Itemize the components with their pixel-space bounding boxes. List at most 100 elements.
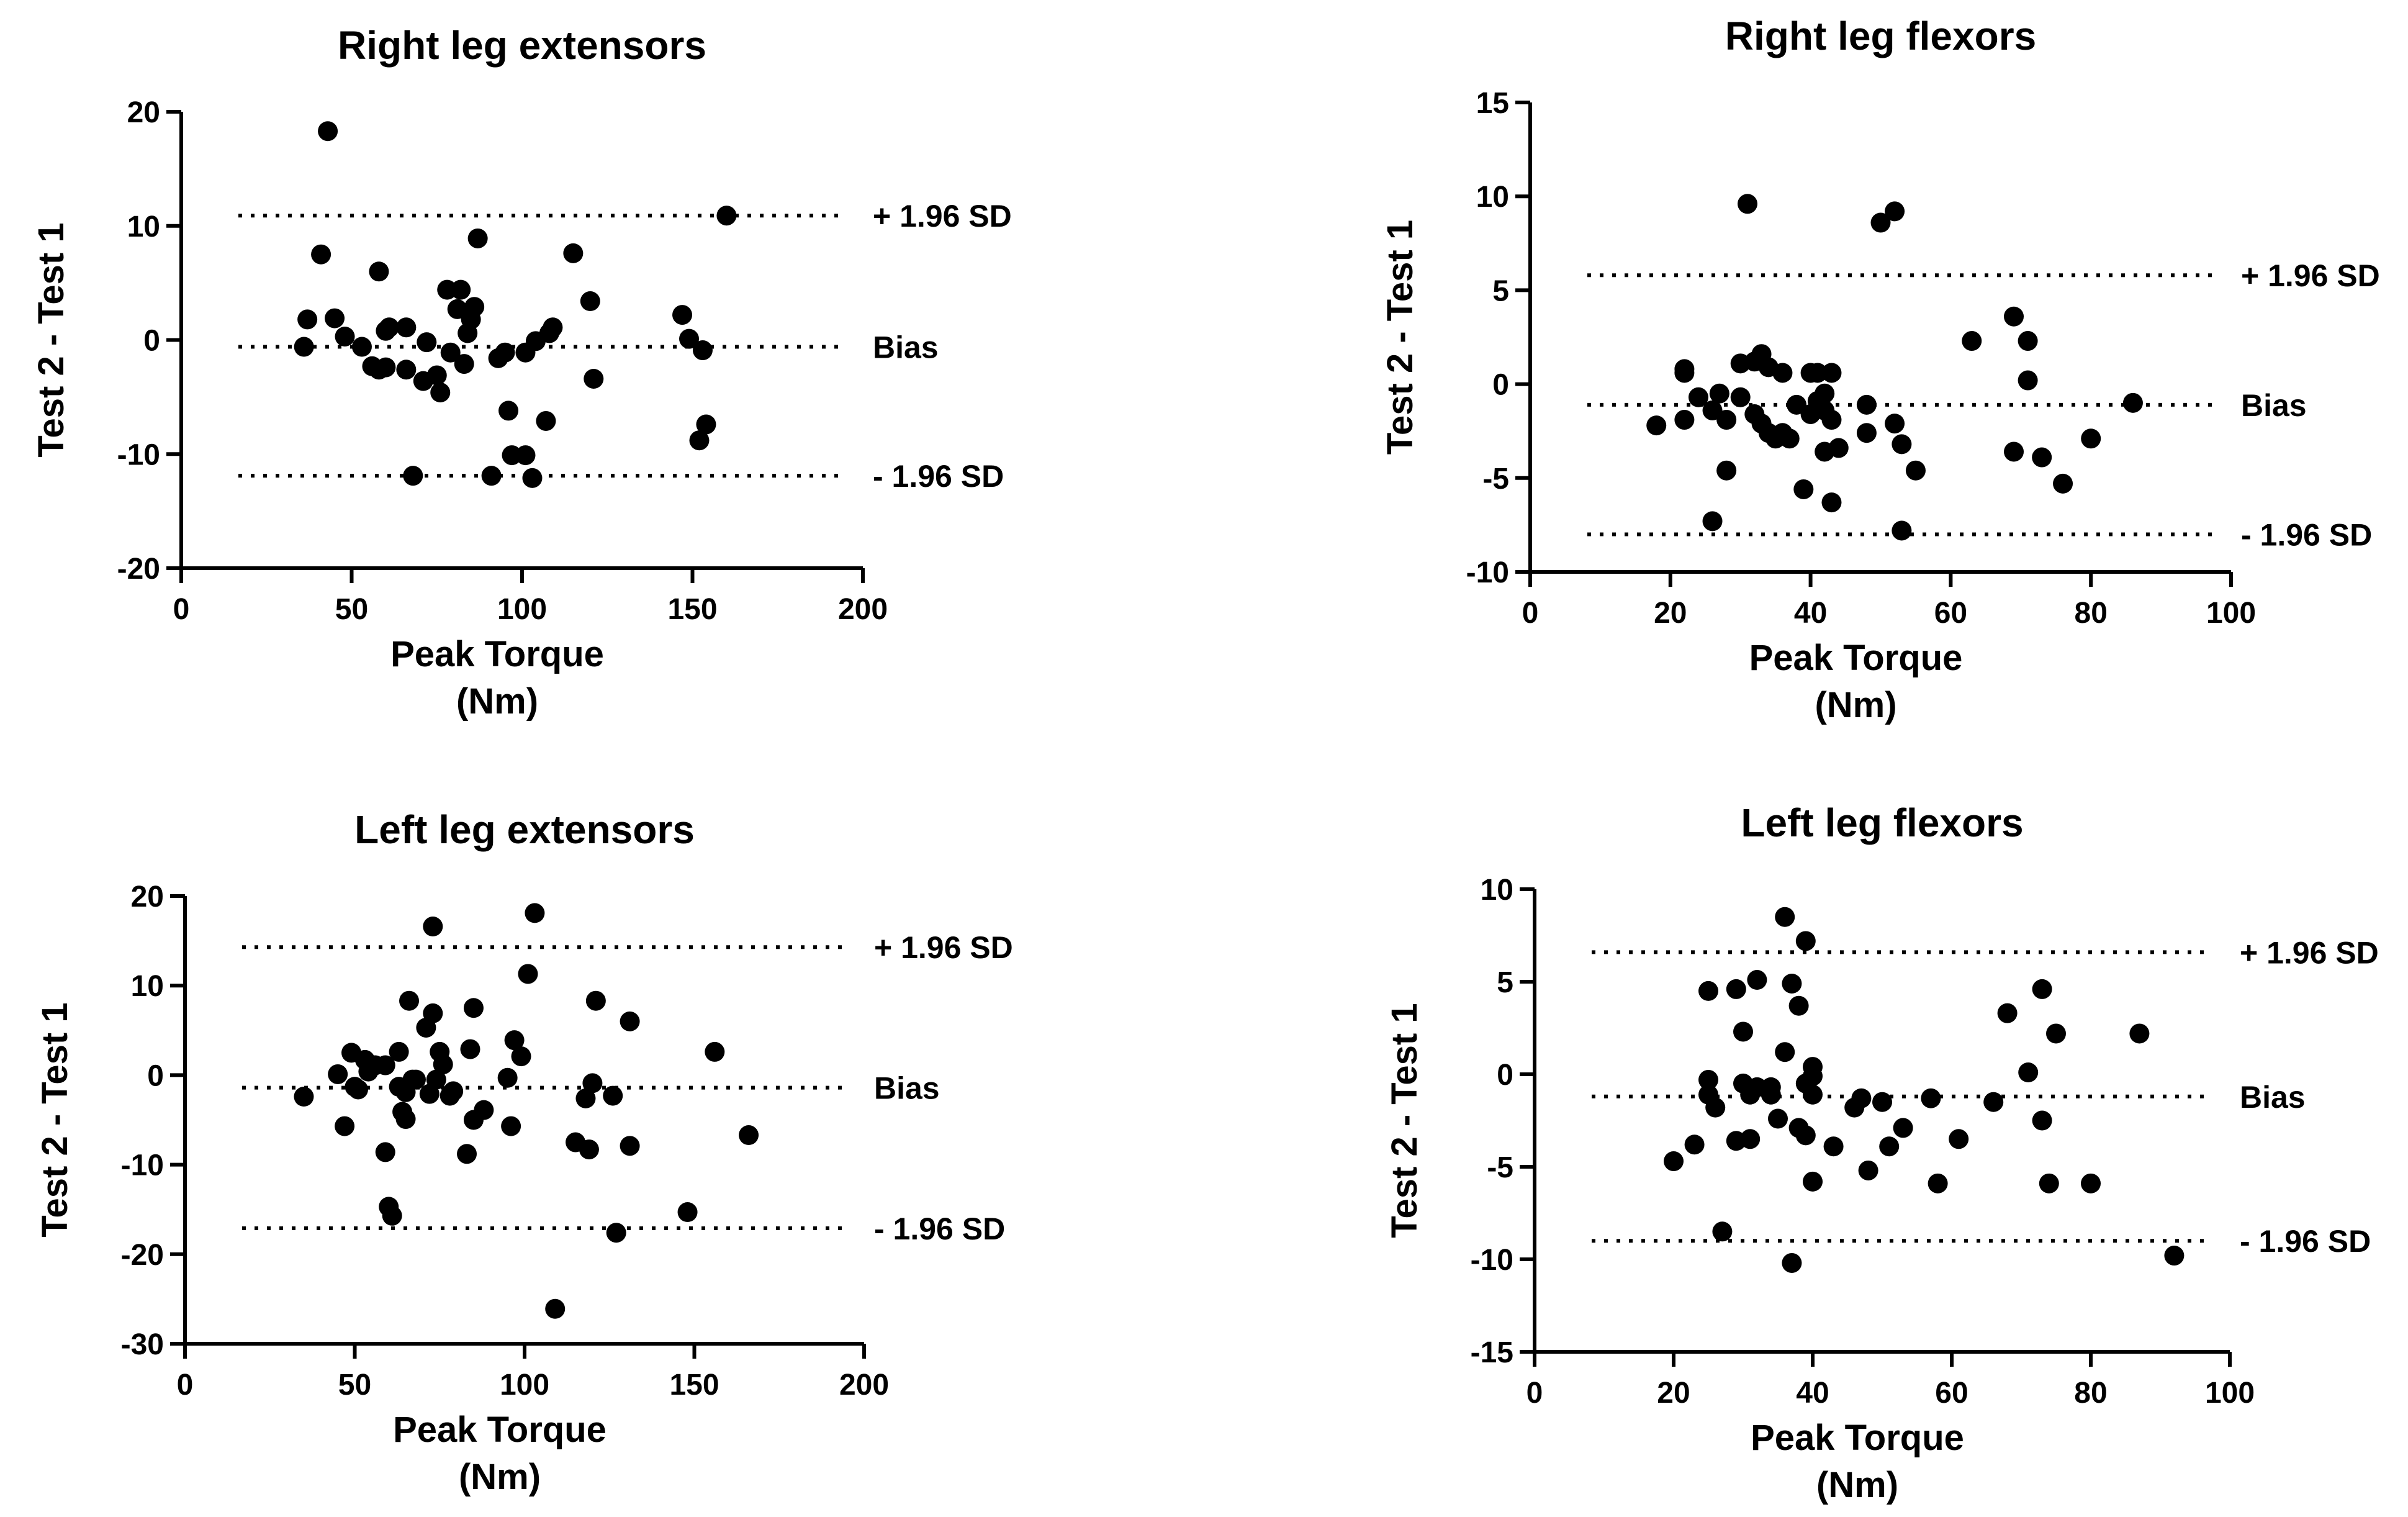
x-tick-label: 40 — [1794, 597, 1827, 630]
data-point — [1775, 907, 1795, 927]
data-point — [1821, 363, 1842, 383]
data-point — [1795, 931, 1816, 951]
data-point — [2004, 442, 2024, 462]
data-point — [454, 354, 474, 374]
data-point — [575, 1088, 596, 1108]
data-point — [1787, 394, 1807, 415]
data-point — [335, 326, 355, 346]
data-point — [582, 1073, 603, 1094]
x-tick-label: 20 — [1654, 597, 1687, 630]
data-point — [440, 342, 461, 363]
x-tick-label: 150 — [667, 593, 717, 626]
data-point — [348, 1079, 368, 1100]
x-tick-label: 100 — [500, 1369, 549, 1402]
data-point — [1803, 1066, 1823, 1086]
data-point — [1730, 387, 1751, 407]
y-tick-label: -10 — [117, 438, 160, 471]
data-point — [522, 468, 543, 488]
data-point — [1674, 410, 1695, 430]
data-point — [1782, 1252, 1802, 1273]
data-point — [1788, 995, 1809, 1016]
data-point — [2032, 1110, 2052, 1131]
x-tick-label: 60 — [1934, 597, 1967, 630]
data-point — [1997, 1003, 2018, 1023]
reference-line-label: + 1.96 SD — [873, 199, 1012, 233]
reference-line-label: + 1.96 SD — [2241, 258, 2380, 293]
data-point — [1698, 1069, 1718, 1090]
data-point — [1761, 1084, 1781, 1105]
data-point — [1803, 1084, 1823, 1105]
data-point — [504, 1030, 525, 1051]
data-point — [515, 445, 536, 466]
data-point — [328, 1064, 348, 1084]
data-point — [1712, 1221, 1733, 1242]
x-tick-label: 100 — [497, 593, 547, 626]
x-tick-label: 150 — [669, 1369, 719, 1402]
y-tick-label: -10 — [121, 1149, 164, 1182]
data-point — [1892, 434, 1912, 455]
data-point — [1879, 1136, 1900, 1157]
data-point — [463, 998, 484, 1018]
reference-line-label: Bias — [2241, 388, 2307, 423]
data-point — [1726, 979, 1746, 999]
data-point — [467, 228, 488, 248]
data-point — [2039, 1173, 2059, 1193]
data-point — [689, 430, 710, 451]
data-point — [369, 261, 389, 282]
data-point — [1674, 363, 1695, 383]
x-axis-unit: (Nm) — [459, 1457, 541, 1497]
data-point — [335, 1116, 355, 1136]
x-tick-label: 0 — [177, 1369, 194, 1402]
data-point — [1705, 1097, 1726, 1118]
data-point — [1851, 1088, 1872, 1108]
y-tick-label: -10 — [1466, 556, 1509, 589]
data-point — [1828, 438, 1849, 458]
data-point — [382, 1205, 402, 1226]
data-point — [395, 1109, 416, 1130]
data-point — [375, 1142, 395, 1162]
y-axis-label: Test 2 - Test 1 — [35, 1002, 75, 1237]
data-point — [1684, 1134, 1705, 1155]
x-tick-label: 60 — [1935, 1377, 1968, 1410]
data-point — [376, 357, 396, 378]
data-point — [426, 365, 447, 386]
data-point — [1702, 511, 1723, 532]
data-point — [1872, 1092, 1892, 1112]
y-tick-label: 0 — [1492, 369, 1509, 402]
y-axis-label: Test 2 - Test 1 — [1384, 1003, 1425, 1238]
data-point — [1688, 387, 1708, 407]
data-point — [1815, 383, 1835, 404]
data-point — [417, 332, 437, 353]
data-point — [2018, 1062, 2039, 1083]
data-point — [495, 342, 515, 363]
data-point — [1905, 460, 1926, 481]
data-point — [2032, 447, 2052, 468]
x-tick-label: 40 — [1796, 1377, 1829, 1410]
y-tick-label: -5 — [1487, 1151, 1513, 1184]
data-point — [389, 1041, 409, 1062]
data-point — [464, 297, 485, 317]
chart-title: Right leg flexors — [1725, 14, 2036, 58]
y-axis-label: Test 2 - Test 1 — [1380, 220, 1420, 455]
data-point — [325, 308, 345, 328]
data-point — [620, 1136, 640, 1156]
reference-line-label: Bias — [2240, 1080, 2306, 1115]
y-tick-label: 10 — [131, 970, 164, 1003]
data-point — [1698, 980, 1718, 1001]
data-point — [1870, 212, 1891, 233]
x-tick-label: 50 — [335, 593, 368, 626]
chart-title: Right leg extensors — [338, 23, 706, 68]
x-tick-label: 200 — [839, 1369, 889, 1402]
data-point — [502, 445, 522, 466]
data-point — [1823, 1136, 1844, 1157]
data-point — [672, 305, 693, 325]
reference-line-label: - 1.96 SD — [873, 459, 1004, 494]
data-point — [457, 1144, 477, 1164]
data-point — [2164, 1246, 2185, 1266]
data-point — [545, 1298, 566, 1319]
chart-panel-2: Right leg flexors -10 -5 0 5 10 15 0 20 40 60 80 100… — [1380, 14, 2380, 725]
y-axis-label: Test 2 - Test 1 — [31, 222, 71, 457]
data-point — [580, 291, 600, 312]
y-tick-label: 5 — [1497, 966, 1513, 999]
